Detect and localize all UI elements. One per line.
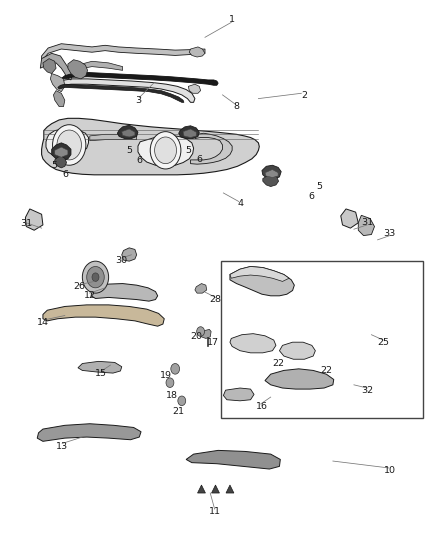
- Text: 6: 6: [63, 171, 69, 179]
- Polygon shape: [78, 61, 123, 70]
- Polygon shape: [179, 126, 199, 139]
- Text: 12: 12: [84, 292, 96, 300]
- Polygon shape: [46, 129, 88, 157]
- Polygon shape: [263, 175, 279, 187]
- Circle shape: [57, 130, 81, 160]
- Polygon shape: [55, 147, 68, 157]
- Polygon shape: [122, 248, 137, 261]
- Polygon shape: [42, 44, 205, 61]
- Text: 6: 6: [308, 192, 314, 200]
- Polygon shape: [198, 485, 205, 493]
- Polygon shape: [43, 59, 56, 74]
- Polygon shape: [50, 74, 65, 92]
- Polygon shape: [37, 424, 141, 441]
- Polygon shape: [52, 143, 71, 161]
- Text: 18: 18: [166, 391, 178, 400]
- Text: 32: 32: [361, 386, 373, 394]
- Text: 31: 31: [361, 219, 373, 227]
- Polygon shape: [186, 450, 280, 469]
- Polygon shape: [138, 135, 194, 166]
- Polygon shape: [42, 118, 259, 175]
- Text: 16: 16: [256, 402, 268, 410]
- Polygon shape: [183, 129, 196, 138]
- Text: 10: 10: [384, 466, 396, 474]
- Text: 2: 2: [301, 92, 307, 100]
- Polygon shape: [58, 84, 184, 102]
- Polygon shape: [279, 342, 315, 359]
- Text: 5: 5: [52, 161, 58, 169]
- Text: 1: 1: [229, 15, 235, 24]
- Polygon shape: [189, 47, 205, 57]
- Text: 20: 20: [190, 333, 202, 341]
- Text: 17: 17: [207, 338, 219, 346]
- Text: 22: 22: [320, 366, 332, 375]
- Circle shape: [87, 266, 104, 288]
- Polygon shape: [55, 156, 67, 168]
- Polygon shape: [230, 334, 276, 353]
- Circle shape: [155, 137, 177, 164]
- Polygon shape: [265, 169, 278, 177]
- Polygon shape: [230, 266, 294, 296]
- Text: 26: 26: [74, 282, 86, 291]
- Text: 31: 31: [20, 220, 32, 228]
- Polygon shape: [78, 361, 122, 373]
- Text: 28: 28: [209, 295, 222, 304]
- Polygon shape: [122, 129, 135, 137]
- Polygon shape: [117, 125, 138, 139]
- Polygon shape: [212, 485, 219, 493]
- Text: 21: 21: [173, 407, 185, 416]
- Circle shape: [150, 132, 181, 169]
- Polygon shape: [201, 329, 211, 338]
- Circle shape: [197, 327, 205, 336]
- Polygon shape: [223, 388, 254, 401]
- Bar: [221, 261, 423, 418]
- Polygon shape: [91, 284, 158, 301]
- Text: 5: 5: [185, 146, 191, 155]
- Polygon shape: [265, 369, 334, 389]
- Text: 13: 13: [56, 442, 68, 451]
- Text: 6: 6: [136, 157, 142, 165]
- Text: 4: 4: [238, 199, 244, 208]
- Text: 11: 11: [208, 507, 221, 516]
- Circle shape: [92, 273, 99, 281]
- Text: 3: 3: [135, 96, 141, 104]
- Text: 14: 14: [37, 318, 49, 327]
- Circle shape: [53, 125, 86, 165]
- Text: 19: 19: [159, 372, 172, 380]
- Text: 22: 22: [272, 359, 284, 368]
- Polygon shape: [341, 209, 358, 228]
- Text: 8: 8: [233, 102, 240, 111]
- Polygon shape: [62, 72, 218, 85]
- Circle shape: [178, 396, 186, 406]
- Polygon shape: [230, 266, 289, 281]
- Text: 6: 6: [196, 156, 202, 164]
- Polygon shape: [191, 133, 232, 164]
- Polygon shape: [188, 84, 201, 93]
- Polygon shape: [25, 209, 43, 230]
- Polygon shape: [90, 134, 137, 141]
- Text: 30: 30: [116, 256, 128, 264]
- Text: 33: 33: [384, 229, 396, 238]
- Polygon shape: [56, 79, 195, 102]
- Polygon shape: [68, 60, 88, 79]
- Polygon shape: [358, 215, 374, 236]
- Text: 5: 5: [126, 146, 132, 155]
- Circle shape: [82, 261, 109, 293]
- Polygon shape: [262, 165, 281, 179]
- Circle shape: [171, 364, 180, 374]
- Circle shape: [166, 378, 174, 387]
- Text: 15: 15: [95, 369, 107, 377]
- Polygon shape: [226, 485, 234, 493]
- Polygon shape: [43, 305, 164, 326]
- Text: 25: 25: [377, 338, 389, 346]
- Polygon shape: [195, 284, 207, 293]
- Polygon shape: [40, 53, 72, 80]
- Polygon shape: [53, 91, 65, 107]
- Text: 5: 5: [317, 182, 323, 191]
